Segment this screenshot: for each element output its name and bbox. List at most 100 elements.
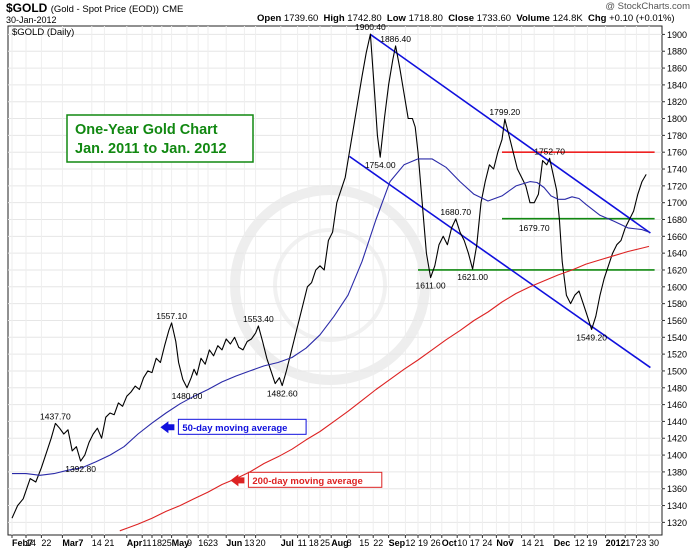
annotation-text: 50-day moving average [182,423,287,434]
chg-label: Chg [587,13,607,24]
x-tick-label-13-15: 13 [244,538,254,548]
x-tick-label-10-30: 10 [457,538,467,548]
series-line-price [11,33,647,519]
low-label: Low [386,13,406,24]
y-tick-label-1460: 1460 [667,400,687,410]
x-tick-label-14-4: 14 [92,538,102,548]
y-axis: 1320 1340 1360 1380 1400 1420 1440 1460 1480 1500… [662,30,687,528]
annotation-arrow-icon [230,474,245,487]
brand-link[interactable]: @ StockCharts.com [605,1,690,12]
price-label-1754-00: 1754.00 [365,160,396,170]
chart-title-box: One-Year Gold Chart Jan. 2011 to Jan. 20… [66,114,254,163]
open-value: 1739.60 [283,13,319,24]
annotation-box [177,418,307,435]
x-tick-label-23-42: 23 [636,538,646,548]
y-tick-label-1320: 1320 [667,518,687,528]
x-tick-label-dec-37: Dec [554,538,571,548]
y-tick-label-1380: 1380 [667,467,687,477]
low-value: 1718.80 [408,13,443,24]
x-tick-label-22-24: 22 [373,538,383,548]
x-tick-label-nov-33: Nov [496,538,513,548]
price-label-1886-40: 1886.40 [380,34,411,44]
annotation-arrow-icon [160,421,175,434]
y-tick-label-1600: 1600 [667,282,687,292]
x-tick-label-14-35: 14 [522,538,532,548]
trendline-lower-channel [348,155,651,369]
y-tick-label-1860: 1860 [667,64,687,74]
y-tick-label-1440: 1440 [667,417,687,427]
series [11,33,650,532]
x-tick-label-apr-6: Apr [127,538,143,548]
x-tick-label-26-28: 26 [431,538,441,548]
x-tick-label-7-34: 7 [509,538,514,548]
x-tick-label-8-22: 8 [347,538,352,548]
y-tick-label-1780: 1780 [667,131,687,141]
series-line-50-day-moving-average [12,158,650,476]
trendline-upper-channel [369,33,651,234]
x-tick-label-jun-14: Jun [226,538,242,548]
chart-header: $GOLD (Gold - Spot Price (EOD)) CME 30-J… [0,0,700,26]
y-tick-label-1800: 1800 [667,114,687,124]
annotation-50-day-moving-average: 50-day moving average [160,418,307,435]
price-label-1900-40: 1900.40 [355,22,386,32]
y-tick-label-1900: 1900 [667,30,687,40]
panel-label: $GOLD (Daily) [12,27,74,38]
y-tick-label-1480: 1480 [667,383,687,393]
x-tick-label-25-9: 25 [162,538,172,548]
close-label: Close [448,13,475,24]
price-label-1611-00: 1611.00 [416,281,446,291]
price-label-1752-70: 1752.70 [534,146,565,156]
y-tick-label-1880: 1880 [667,47,687,57]
x-tick-label-16-12: 16 [198,538,208,548]
y-tick-label-1500: 1500 [667,366,687,376]
price-label-1392-80: 1392.80 [65,464,96,474]
volume-value: 124.8K [552,13,583,24]
y-tick-label-1580: 1580 [667,299,687,309]
high-value: 1742.80 [347,13,382,24]
price-label-1621-00: 1621.00 [457,272,488,282]
x-tick-label-17-41: 17 [625,538,635,548]
y-tick-label-1340: 1340 [667,501,687,511]
price-label-1553-40: 1553.40 [243,314,274,324]
y-tick-label-1360: 1360 [667,484,687,494]
x-tick-label-sep-25: Sep [389,538,406,548]
x-tick-label-may-10: May [172,538,190,548]
high-label: High [323,13,345,24]
x-tick-label-12-26: 12 [405,538,415,548]
price-label-1437-70: 1437.70 [40,411,71,421]
price-label-1482-60: 1482.60 [267,389,298,399]
x-tick-label-19-39: 19 [587,538,597,548]
x-tick-label-30-43: 30 [649,538,659,548]
x-tick-label-17-31: 17 [470,538,480,548]
chart-date: 30-Jan-2012 [6,15,57,25]
y-tick-label-1400: 1400 [667,451,687,461]
x-tick-label-aug-21: Aug [331,538,349,548]
x-tick-label-21-36: 21 [534,538,544,548]
symbol-title: $GOLD (Gold - Spot Price (EOD)) CME [6,1,183,15]
price-label-1680-70: 1680.70 [440,207,471,217]
y-tick-label-1740: 1740 [667,165,687,175]
annotation-box [247,471,383,488]
y-tick-label-1520: 1520 [667,350,687,360]
ohlc-readout: Open 1739.60 High 1742.80 Low 1718.80 Cl… [257,13,675,24]
y-tick-label-1720: 1720 [667,181,687,191]
y-tick-label-1680: 1680 [667,215,687,225]
x-tick-label-11-7: 11 [142,538,151,548]
symbol: $GOLD [6,1,48,15]
y-tick-label-1540: 1540 [667,333,687,343]
x-tick-label-oct-29: Oct [442,538,457,548]
x-tick-label-22-2: 22 [41,538,51,548]
y-tick-label-1760: 1760 [667,148,687,158]
price-label-1799-20: 1799.20 [489,107,520,117]
x-tick-label-20-16: 20 [256,538,266,548]
title-line-2: Jan. 2011 to Jan. 2012 [75,141,227,157]
y-tick-label-1640: 1640 [667,249,687,259]
symbol-description: (Gold - Spot Price (EOD)) [50,4,159,15]
x-tick-label-2012-40: 2012 [606,538,626,548]
annotations: 50-day moving average 200-day moving aver… [160,418,383,488]
x-tick-label-23-13: 23 [208,538,218,548]
open-label: Open [257,13,282,24]
y-tick-label-1420: 1420 [667,434,687,444]
